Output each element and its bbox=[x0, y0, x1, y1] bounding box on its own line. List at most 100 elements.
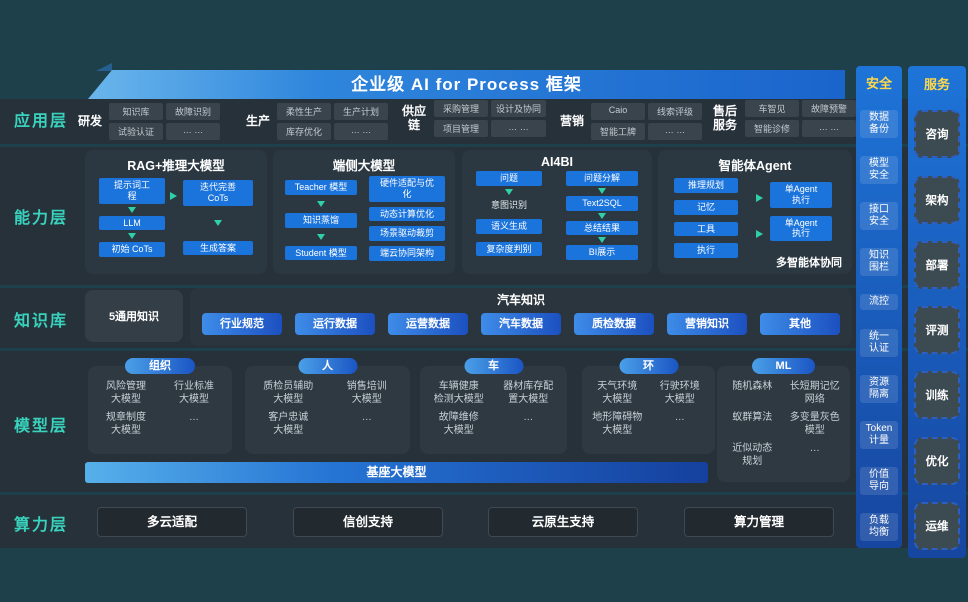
edge-feature: 端云协同架构 bbox=[369, 246, 445, 261]
model-group-items: 天气环境 大模型 行驶环境 大模型 地形障碍物 大模型 … bbox=[582, 366, 715, 443]
security-title: 安全 bbox=[865, 76, 892, 91]
ai4bi-step: 问题 bbox=[476, 171, 542, 186]
app-item: 故障预警 bbox=[802, 100, 856, 117]
service-item: 训练 bbox=[914, 371, 960, 420]
model-item: 客户忠诚 大模型 bbox=[268, 412, 309, 436]
app-item: 库存优化 bbox=[277, 123, 332, 140]
model-item: 行驶环境 大模型 bbox=[659, 381, 700, 405]
app-group-name: 营销 bbox=[560, 113, 585, 128]
ai4bi-step: 复杂度判别 bbox=[476, 241, 542, 257]
model-item: … bbox=[809, 443, 820, 454]
app-group-items: 车智见 故障预警 智能诊修 … … bbox=[745, 100, 856, 137]
ai4bi-step: 语义生成 bbox=[476, 218, 542, 234]
service-title: 服务 bbox=[923, 77, 950, 92]
panel-rag-model: RAG+推理大模型 提示词工 程 LLM 初始 CoTs 迭代完善 CoTs 生… bbox=[85, 150, 267, 274]
app-group-supply-chain: 供应链 采购管理 设计及协同 项目管理 … … bbox=[401, 100, 547, 137]
app-item: … … bbox=[334, 123, 389, 140]
compute-item: 算力管理 bbox=[684, 507, 834, 537]
panel-edge-model: 端侧大模型 Teacher 模型 知识蒸馏 Student 模型 硬件适配与优 … bbox=[273, 150, 455, 274]
app-group-items: 柔性生产 生产计划 库存优化 … … bbox=[277, 103, 389, 140]
security-item: 数据 备份 bbox=[860, 110, 898, 139]
banner-fold-decoration bbox=[96, 63, 112, 71]
rag-left-column: 提示词工 程 LLM 初始 CoTs bbox=[99, 178, 165, 258]
arrow-down-icon bbox=[598, 212, 606, 219]
rag-step: 提示词工 程 bbox=[99, 178, 165, 204]
model-item: 风险管理 大模型 bbox=[106, 381, 146, 405]
arrow-right-icon bbox=[756, 194, 763, 202]
arrow-down-icon bbox=[128, 233, 136, 240]
ai4bi-step: 问题分解 bbox=[566, 171, 638, 186]
model-group-pill: 环 bbox=[619, 358, 678, 374]
agent-capability: 推理规划 bbox=[674, 178, 738, 193]
arrow-down-icon bbox=[317, 233, 325, 240]
model-item: 蚁群算法 bbox=[732, 412, 773, 423]
security-item: 模型 安全 bbox=[860, 156, 898, 185]
app-item: 柔性生产 bbox=[277, 103, 332, 120]
security-column: 安全 数据 备份 模型 安全 接口 安全 知识 围栏 流控 统一 认证 资源 隔… bbox=[856, 66, 902, 548]
layer-label-application: 应用层 bbox=[14, 113, 69, 130]
knowledge-chip: 质检数据 bbox=[574, 313, 654, 335]
app-item: 智能工牌 bbox=[591, 123, 646, 140]
service-item: 部署 bbox=[914, 240, 960, 289]
app-group-items: Caio 线索评级 智能工牌 … … bbox=[591, 103, 703, 140]
model-group-pill: 组织 bbox=[125, 358, 195, 374]
model-group-items: 车辆健康 检测大模型 器材库存配 置大模型 故障维修 大模型 … bbox=[420, 366, 567, 443]
panel-title: AI4BI bbox=[541, 155, 573, 169]
model-group-vehicle: 车 车辆健康 检测大模型 器材库存配 置大模型 故障维修 大模型 … bbox=[420, 358, 567, 454]
app-group-items: 知识库 故障识别 试验认证 … … bbox=[109, 103, 221, 140]
app-item: 试验认证 bbox=[109, 123, 164, 140]
security-item: 资源 隔离 bbox=[860, 374, 898, 403]
panel-body: 推理规划 记忆 工具 执行 单Agent 执行 单Agent 执行 多智能体协同 bbox=[658, 174, 852, 274]
service-item: 咨询 bbox=[914, 110, 960, 159]
arrow-right-icon bbox=[756, 230, 763, 238]
app-group-aftersales: 售后服务 车智见 故障预警 智能诊修 … … bbox=[712, 100, 856, 137]
layer-label-compute: 算力层 bbox=[14, 517, 69, 534]
edge-feature: 场景驱动裁剪 bbox=[369, 226, 445, 242]
edge-feature: 动态计算优化 bbox=[369, 206, 445, 222]
service-column: 服务 咨询 架构 部署 评测 训练 优化 运维 bbox=[908, 66, 966, 558]
service-item: 架构 bbox=[914, 175, 960, 224]
ai4bi-left-column: 问题 意图识别 语义生成 复杂度判别 bbox=[476, 171, 542, 257]
app-item: … … bbox=[166, 123, 221, 140]
knowledge-chip: 行业规范 bbox=[202, 313, 282, 335]
framework-title-banner: 企业级 AI for Process 框架 bbox=[88, 70, 845, 99]
app-item: … … bbox=[648, 123, 703, 140]
app-group-name: 生产 bbox=[246, 113, 271, 128]
edge-step: Teacher 模型 bbox=[285, 180, 357, 195]
layer-label-capability: 能力层 bbox=[14, 210, 69, 227]
arrow-down-icon bbox=[317, 200, 325, 207]
model-item: 销售培训 大模型 bbox=[346, 381, 387, 405]
ai4bi-step: 意图识别 bbox=[490, 199, 527, 210]
service-item: 评测 bbox=[914, 306, 960, 355]
rag-step: 生成答案 bbox=[183, 240, 253, 256]
auto-knowledge-panel: 汽车知识 行业规范 运行数据 运营数据 汽车数据 质检数据 营销知识 其他 bbox=[190, 288, 852, 346]
multi-agent-label: 多智能体协同 bbox=[776, 257, 842, 269]
model-item: … bbox=[523, 412, 534, 423]
compute-item: 云原生支持 bbox=[488, 507, 638, 537]
app-item: 故障识别 bbox=[166, 103, 221, 120]
app-group-items: 采购管理 设计及协同 项目管理 … … bbox=[434, 100, 547, 137]
model-item: … bbox=[674, 412, 685, 423]
agent-capability: 执行 bbox=[674, 243, 738, 259]
knowledge-chip: 运行数据 bbox=[295, 313, 375, 335]
arrow-down-icon bbox=[598, 237, 606, 244]
app-item: 项目管理 bbox=[434, 120, 488, 137]
compute-item: 信创支持 bbox=[293, 507, 443, 537]
model-item: 质检员辅助 大模型 bbox=[263, 381, 314, 405]
security-item: 接口 安全 bbox=[860, 202, 898, 231]
panel-title: RAG+推理大模型 bbox=[127, 159, 225, 173]
app-item: 知识库 bbox=[109, 103, 164, 120]
agent-right-column: 单Agent 执行 单Agent 执行 bbox=[770, 182, 832, 242]
app-item: 设计及协同 bbox=[491, 100, 547, 117]
model-item: … bbox=[189, 412, 199, 423]
app-item: 智能诊修 bbox=[745, 120, 799, 137]
model-group-organization: 组织 风险管理 大模型 行业标准 大模型 规章制度 大模型 … bbox=[88, 358, 232, 454]
model-group-ml: ML 随机森林 长短期记忆 网络 蚁群算法 多变量灰色 模型 近似动态 规划 … bbox=[717, 358, 850, 482]
agent-exec: 单Agent 执行 bbox=[770, 215, 832, 242]
general-knowledge-box: 5通用知识 bbox=[85, 290, 183, 342]
arrow-down-icon bbox=[598, 187, 606, 194]
arrow-right-icon bbox=[170, 192, 177, 200]
model-group-items: 随机森林 长短期记忆 网络 蚁群算法 多变量灰色 模型 近似动态 规划 … bbox=[717, 366, 850, 474]
app-item: … … bbox=[802, 120, 856, 137]
